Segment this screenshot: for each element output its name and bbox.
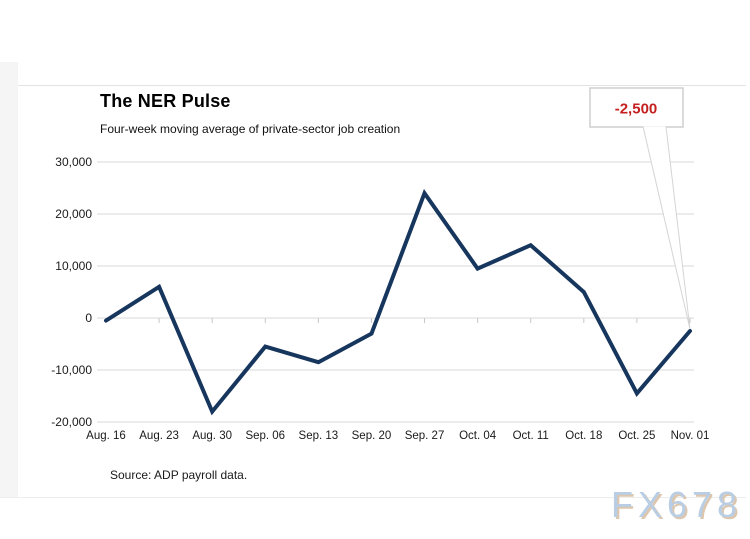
y-axis-label: -20,000 <box>51 415 92 429</box>
callout-box <box>589 87 684 128</box>
y-axis-label: 20,000 <box>55 207 92 221</box>
x-axis-label: Sep. 20 <box>352 430 392 442</box>
callout-tail-pointer <box>642 126 691 330</box>
x-axis-label: Nov. 01 <box>671 430 710 442</box>
x-axis-label: Oct. 04 <box>459 430 497 442</box>
callout-value-label: -2,500 <box>615 101 658 118</box>
y-axis-label: -10,000 <box>51 363 92 377</box>
chart-title: The NER Pulse <box>100 91 231 111</box>
callout-annotation: -2,500 <box>589 87 691 330</box>
x-axis-label: Sep. 13 <box>299 430 339 442</box>
x-axis-label: Oct. 18 <box>565 430 602 442</box>
x-axis-label: Oct. 11 <box>513 430 549 442</box>
x-axis-label: Oct. 25 <box>618 430 655 442</box>
data-series-line <box>104 188 692 416</box>
chart-subtitle: Four-week moving average of private-sect… <box>100 122 401 136</box>
watermark-fx678: FX678 <box>611 484 743 525</box>
x-axis-label: Aug. 30 <box>192 430 232 442</box>
panel-left-edge <box>0 62 18 497</box>
y-axis-label: 0 <box>85 311 92 325</box>
x-axis-label: Sep. 06 <box>245 430 285 442</box>
x-axis-label: Aug. 16 <box>86 430 126 442</box>
x-axis-label: Aug. 23 <box>139 430 179 442</box>
y-axis-label: 30,000 <box>55 155 92 169</box>
x-axis-label: Sep. 27 <box>405 430 445 442</box>
panel-bottom-divider <box>0 497 746 498</box>
panel-top-divider <box>18 85 746 86</box>
y-axis-label: 10,000 <box>55 259 92 273</box>
source-note: Source: ADP payroll data. <box>110 468 248 482</box>
